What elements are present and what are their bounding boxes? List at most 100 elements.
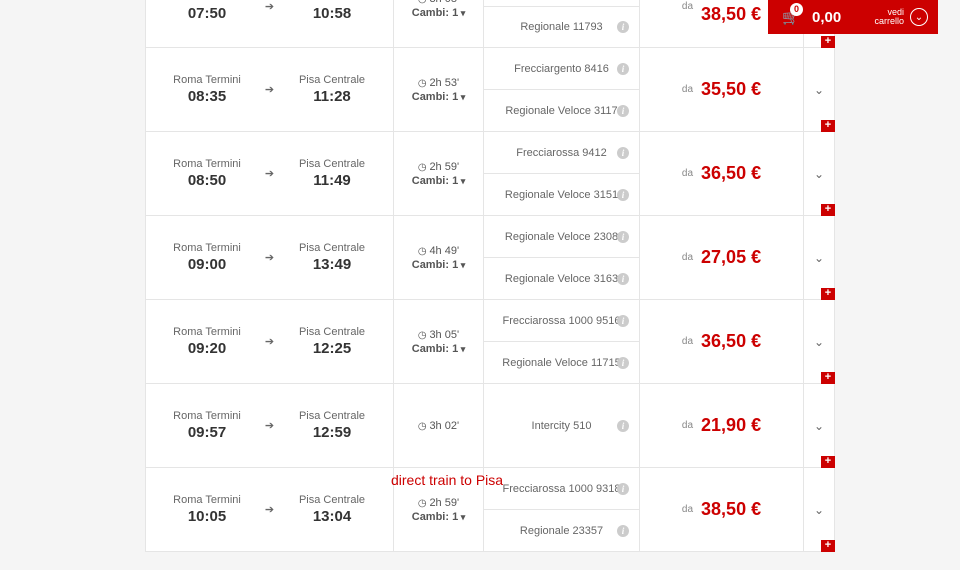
price-from-label: da <box>682 420 693 431</box>
arrival-time: 13:04 <box>285 508 380 525</box>
arrival-time: 11:49 <box>285 172 380 189</box>
plus-icon[interactable]: + <box>821 204 835 216</box>
arrival-time: 13:49 <box>285 256 380 273</box>
duration-col: 4h 49' Cambi: 1 <box>394 216 484 299</box>
info-icon[interactable]: i <box>617 315 629 327</box>
arrival-time: 12:59 <box>285 424 380 441</box>
stations-col: Roma Termini 09:57 ➔ Pisa Centrale 12:59 <box>146 384 394 467</box>
trip-row[interactable]: Roma Termini 09:20 ➔ Pisa Centrale 12:25… <box>145 300 835 384</box>
price-from-label: da <box>682 252 693 263</box>
departure-station: Roma Termini 09:20 <box>160 326 255 357</box>
price-col: da 36,50 € <box>639 300 804 383</box>
info-icon[interactable]: i <box>617 63 629 75</box>
arrival-station: Pisa Centrale 11:49 <box>285 158 380 189</box>
price-from-label: da <box>682 84 693 95</box>
price-value: 36,50 € <box>701 163 761 184</box>
info-icon[interactable]: i <box>617 105 629 117</box>
departure-time: 08:35 <box>160 88 255 105</box>
train-segment: Frecciargento 8416 i <box>484 48 639 90</box>
price-value: 38,50 € <box>701 4 761 25</box>
arrival-time: 12:25 <box>285 340 380 357</box>
station-name: Pisa Centrale <box>285 410 380 422</box>
duration-col: 3h 08' Cambi: 1 <box>394 0 484 47</box>
departure-station: Roma Termini 10:05 <box>160 494 255 525</box>
arrow-icon: ➔ <box>255 167 285 180</box>
trip-row[interactable]: Roma Termini 10:05 ➔ Pisa Centrale 13:04… <box>145 468 835 552</box>
train-segment: Regionale Veloce 2308 i <box>484 216 639 258</box>
info-icon[interactable]: i <box>617 420 629 432</box>
train-segment: Regionale 23357 i <box>484 510 639 551</box>
station-name: Roma Termini <box>160 242 255 254</box>
info-icon[interactable]: i <box>617 273 629 285</box>
info-icon[interactable]: i <box>617 525 629 537</box>
train-segment: Frecciarossa 1000 9516 i <box>484 300 639 342</box>
station-name: Roma Termini <box>160 0 255 3</box>
train-name: Frecciarossa 1000 9318 <box>502 483 620 495</box>
trains-col: Intercity 510 i <box>484 384 639 467</box>
arrival-station: Pisa Centrale 13:04 <box>285 494 380 525</box>
cart-bar[interactable]: 🛒 0 0,00 vedicarrello ⌄ <box>768 0 938 34</box>
departure-time: 09:20 <box>160 340 255 357</box>
stations-col: Roma Termini 09:20 ➔ Pisa Centrale 12:25 <box>146 300 394 383</box>
changes-count[interactable]: Cambi: 1 <box>412 7 466 19</box>
trains-col: Frecciargento 8416 i Regionale Veloce 31… <box>484 48 639 131</box>
plus-icon[interactable]: + <box>821 540 835 552</box>
trip-row[interactable]: Roma Termini 08:50 ➔ Pisa Centrale 11:49… <box>145 132 835 216</box>
price-value: 35,50 € <box>701 79 761 100</box>
changes-count[interactable]: Cambi: 1 <box>412 259 466 271</box>
price-from-label: da <box>682 168 693 179</box>
trip-row[interactable]: Roma Termini 08:35 ➔ Pisa Centrale 11:28… <box>145 48 835 132</box>
station-name: Pisa Centrale <box>285 326 380 338</box>
price-col: da 27,05 € <box>639 216 804 299</box>
info-icon[interactable]: i <box>617 357 629 369</box>
cart-icon: 🛒 0 <box>780 9 802 26</box>
chevron-down-icon[interactable]: ⌄ <box>910 8 928 26</box>
departure-time: 08:50 <box>160 172 255 189</box>
duration-col: 2h 59' Cambi: 1 <box>394 468 484 551</box>
train-segment: Regionale Veloce 3163 i <box>484 258 639 299</box>
duration: 3h 05' <box>418 329 459 341</box>
arrival-station: Pisa Centrale 12:25 <box>285 326 380 357</box>
changes-count[interactable]: Cambi: 1 <box>412 343 466 355</box>
trains-col: Frecciarossa 9412 i Regionale Veloce 315… <box>484 132 639 215</box>
departure-time: 09:57 <box>160 424 255 441</box>
duration-col: 3h 02' <box>394 384 484 467</box>
duration-col: 2h 53' Cambi: 1 <box>394 48 484 131</box>
info-icon[interactable]: i <box>617 483 629 495</box>
train-segment: Intercity 510 i <box>484 384 639 467</box>
stations-col: Roma Termini 10:05 ➔ Pisa Centrale 13:04 <box>146 468 394 551</box>
info-icon[interactable]: i <box>617 231 629 243</box>
arrow-icon: ➔ <box>255 335 285 348</box>
info-icon[interactable]: i <box>617 147 629 159</box>
trip-row[interactable]: Roma Termini 09:57 ➔ Pisa Centrale 12:59… <box>145 384 835 468</box>
trip-row[interactable]: Roma Termini 07:50 ➔ Pisa Centrale 10:58… <box>145 0 835 48</box>
train-name: Frecciargento 8416 <box>514 63 609 75</box>
price-col: da 36,50 € <box>639 132 804 215</box>
plus-icon[interactable]: + <box>821 36 835 48</box>
arrival-time: 11:28 <box>285 88 380 105</box>
trip-row[interactable]: Roma Termini 09:00 ➔ Pisa Centrale 13:49… <box>145 216 835 300</box>
train-name: Frecciarossa 1000 9516 <box>502 315 620 327</box>
station-name: Pisa Centrale <box>285 0 380 3</box>
plus-icon[interactable]: + <box>821 372 835 384</box>
station-name: Roma Termini <box>160 326 255 338</box>
station-name: Pisa Centrale <box>285 158 380 170</box>
changes-count[interactable]: Cambi: 1 <box>412 91 466 103</box>
station-name: Roma Termini <box>160 494 255 506</box>
arrival-station: Pisa Centrale 11:28 <box>285 74 380 105</box>
cart-label: vedicarrello <box>874 8 904 26</box>
arrow-icon: ➔ <box>255 251 285 264</box>
price-from-label: da <box>682 1 693 12</box>
plus-icon[interactable]: + <box>821 120 835 132</box>
departure-station: Roma Termini 09:57 <box>160 410 255 441</box>
changes-count[interactable]: Cambi: 1 <box>412 175 466 187</box>
info-icon[interactable]: i <box>617 189 629 201</box>
info-icon[interactable]: i <box>617 21 629 33</box>
plus-icon[interactable]: + <box>821 288 835 300</box>
train-name: Regionale 11793 <box>520 21 602 33</box>
stations-col: Roma Termini 07:50 ➔ Pisa Centrale 10:58 <box>146 0 394 47</box>
station-name: Roma Termini <box>160 410 255 422</box>
plus-icon[interactable]: + <box>821 456 835 468</box>
station-name: Pisa Centrale <box>285 494 380 506</box>
changes-count[interactable]: Cambi: 1 <box>412 511 466 523</box>
